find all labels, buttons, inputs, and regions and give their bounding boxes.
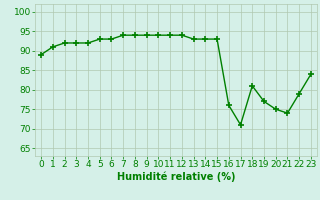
X-axis label: Humidité relative (%): Humidité relative (%) <box>117 172 235 182</box>
